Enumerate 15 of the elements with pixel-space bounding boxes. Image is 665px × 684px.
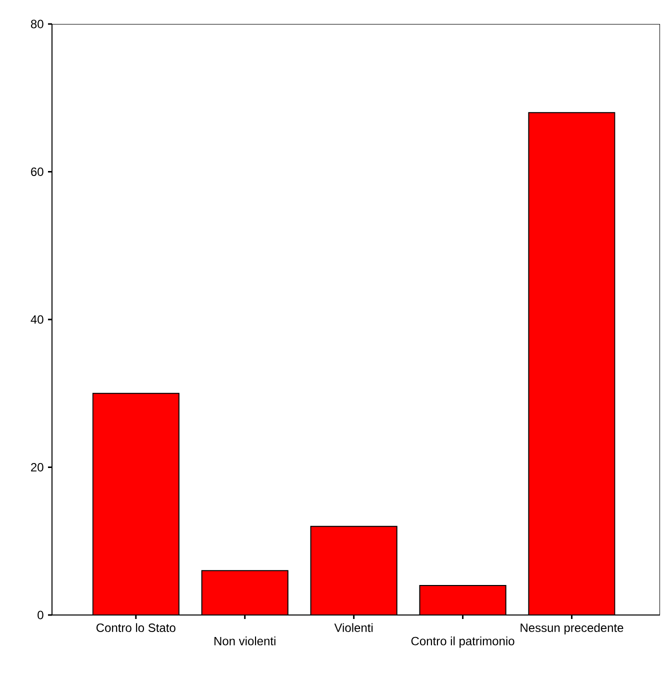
y-tick-label: 0 bbox=[38, 610, 44, 620]
x-tick-label: Nessun precedente bbox=[520, 623, 624, 634]
bar bbox=[310, 526, 397, 615]
y-tick-label: 80 bbox=[30, 20, 44, 28]
y-tick-label: 40 bbox=[30, 315, 44, 324]
bar bbox=[92, 393, 179, 615]
x-tick-label: Contro il patrimonio bbox=[411, 636, 514, 648]
bar bbox=[202, 570, 288, 615]
y-tick-label: 20 bbox=[31, 463, 44, 472]
bar bbox=[420, 585, 506, 615]
x-tick-label: Violenti bbox=[334, 623, 373, 632]
x-tick-label: Non violenti bbox=[214, 636, 276, 646]
x-tick-label: Contro lo Stato bbox=[96, 623, 176, 632]
y-tick-label: 60 bbox=[31, 168, 44, 176]
bar bbox=[528, 112, 616, 615]
